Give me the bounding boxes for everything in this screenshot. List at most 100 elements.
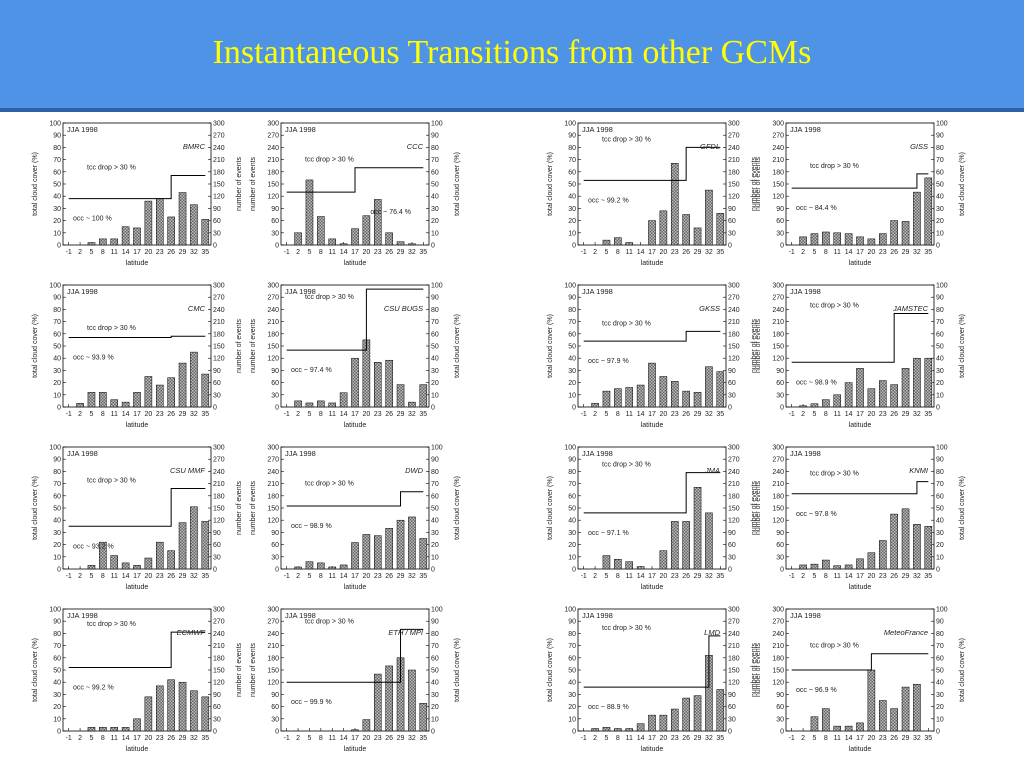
x-tick-label: 29 (902, 249, 910, 256)
right-tick-label: 70 (431, 481, 439, 488)
right-tick-label: 210 (728, 157, 740, 164)
right-tick-label: 30 (431, 692, 439, 699)
right-tick-label: 100 (431, 445, 443, 452)
left-tick-label: 40 (568, 194, 576, 201)
bar (693, 487, 702, 570)
bar (396, 241, 405, 246)
bar (705, 366, 713, 408)
bar (144, 696, 153, 732)
chart-panel-meteofrance: 0306090120150180210240270300010203040506… (755, 607, 966, 754)
tcc-label: tcc drop > 30 % (87, 621, 136, 628)
bar (362, 215, 371, 246)
season-label: JJA 1998 (582, 611, 613, 620)
left-tick-label: 70 (53, 481, 61, 488)
right-tick-label: 40 (936, 194, 944, 201)
left-tick-label: 70 (53, 643, 61, 650)
model-label: CSU BUGS (384, 304, 423, 313)
bar (602, 390, 611, 408)
x-tick-label: 35 (201, 573, 209, 580)
x-tick-label: 35 (419, 249, 427, 256)
left-tick-label: 180 (267, 493, 279, 500)
bar (901, 508, 910, 570)
season-label: JJA 1998 (790, 125, 821, 134)
x-tick-label: 11 (834, 735, 841, 742)
tcc-step-line (68, 631, 206, 669)
right-tick-label: 60 (213, 542, 221, 549)
left-tick-label: 30 (568, 530, 576, 537)
occ-label: occ ~ 99.9 % (291, 699, 332, 706)
bar (591, 728, 599, 732)
x-tick-label: -1 (284, 735, 290, 742)
left-axis-title: total cloud cover (%) (547, 314, 554, 378)
left-tick-label: 300 (772, 121, 784, 128)
right-axis-title: number of events (236, 318, 243, 373)
x-tick-label: 14 (122, 735, 130, 742)
bar (659, 714, 668, 732)
left-tick-label: 0 (780, 729, 784, 736)
season-label: JJA 1998 (285, 125, 316, 134)
right-tick-label: 150 (728, 506, 740, 513)
bar (99, 541, 107, 570)
bar (682, 214, 690, 246)
left-axis-title: total cloud cover (%) (32, 152, 39, 216)
right-tick-label: 80 (936, 631, 944, 638)
bar (614, 728, 622, 732)
left-tick-label: 90 (271, 530, 279, 537)
x-tick-label: 35 (201, 249, 209, 256)
bar (822, 708, 830, 732)
right-tick-label: 50 (936, 344, 944, 351)
x-axis-title: latitude (849, 260, 872, 267)
right-tick-label: 270 (728, 295, 740, 302)
x-tick-label: 20 (144, 249, 152, 256)
x-tick-label: 29 (179, 573, 187, 580)
bar (178, 522, 187, 570)
x-tick-label: 29 (179, 735, 187, 742)
left-tick-label: 180 (772, 169, 784, 176)
x-tick-label: 5 (308, 249, 312, 256)
tcc-label: tcc drop > 30 % (602, 625, 651, 632)
x-tick-label: -1 (284, 249, 290, 256)
right-tick-label: 90 (936, 133, 944, 140)
x-tick-label: 23 (374, 573, 382, 580)
x-tick-label: 2 (801, 249, 805, 256)
x-tick-label: 23 (879, 249, 887, 256)
bar (913, 191, 921, 246)
left-tick-label: 100 (49, 607, 61, 614)
bar (901, 686, 910, 732)
bar (602, 239, 611, 246)
tcc-label: tcc drop > 30 % (602, 320, 651, 327)
left-tick-label: 50 (53, 344, 61, 351)
left-tick-label: 100 (564, 607, 576, 614)
left-tick-label: 300 (772, 607, 784, 614)
left-tick-label: 0 (275, 405, 279, 412)
chart-panel-bmrc: 0102030405060708090100030609012015018021… (32, 121, 243, 268)
right-tick-label: 90 (431, 457, 439, 464)
right-tick-label: 210 (213, 481, 225, 488)
chart-panel-dwd: 0306090120150180210240270300010203040506… (250, 445, 461, 592)
right-tick-label: 240 (213, 145, 225, 152)
left-axis-title: number of events (755, 642, 762, 697)
right-tick-label: 180 (728, 655, 740, 662)
x-tick-label: 32 (408, 249, 416, 256)
bar (305, 561, 314, 570)
right-tick-label: 60 (936, 655, 944, 662)
bar (614, 237, 622, 246)
bar (385, 528, 393, 570)
right-tick-label: 60 (431, 331, 439, 338)
bar (305, 179, 314, 246)
left-tick-label: 210 (267, 481, 279, 488)
bar (901, 221, 910, 246)
bar (294, 232, 302, 246)
x-tick-label: 29 (694, 735, 702, 742)
left-tick-label: 30 (568, 206, 576, 213)
x-tick-label: 14 (340, 573, 348, 580)
x-tick-label: 32 (408, 573, 416, 580)
left-tick-label: 80 (53, 631, 61, 638)
bar (155, 685, 164, 732)
right-tick-label: 60 (213, 380, 221, 387)
x-tick-label: 2 (78, 735, 82, 742)
left-tick-label: 10 (568, 554, 576, 561)
x-tick-label: 14 (637, 411, 645, 418)
right-tick-label: 300 (728, 607, 740, 614)
bar (190, 506, 198, 570)
